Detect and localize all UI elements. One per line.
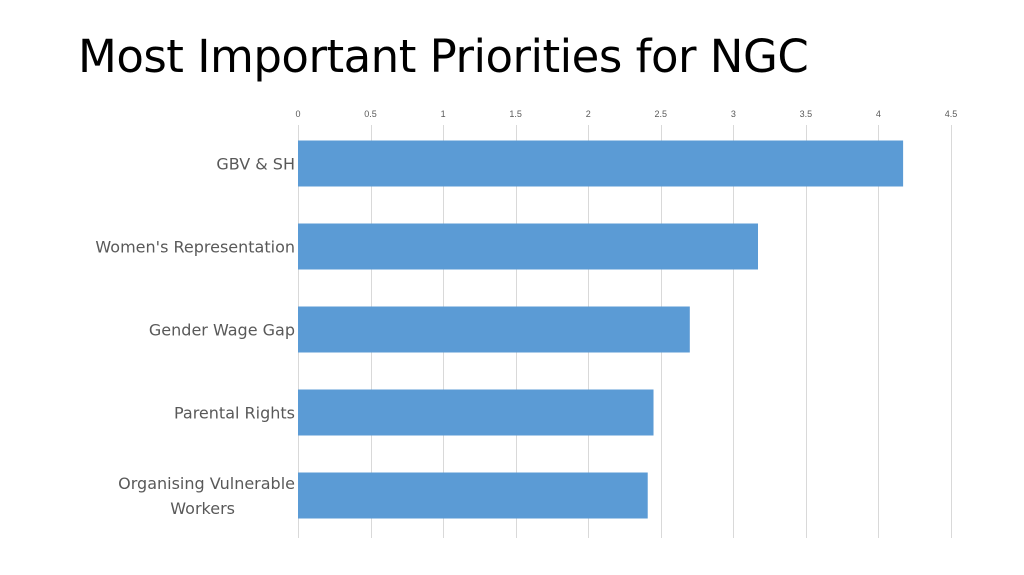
x-axis-tick-labels: 0 0.5 1 1.5 2 2.5 3 3.5 4 4.5	[295, 109, 957, 119]
category-label: GBV & SH	[216, 155, 295, 174]
bar	[298, 389, 654, 436]
x-tick-label: 1.5	[509, 109, 522, 119]
category-label-line: Gender Wage Gap	[149, 321, 295, 340]
category-label: Women's Representation	[95, 238, 295, 257]
bar	[298, 306, 690, 353]
bar	[298, 140, 904, 187]
x-tick-label: 4.5	[945, 109, 958, 119]
category-label-line: Women's Representation	[95, 238, 295, 257]
x-tick-label: 2	[586, 109, 591, 119]
x-tick-label: 2.5	[655, 109, 668, 119]
bar	[298, 472, 648, 519]
category-label: Parental Rights	[174, 404, 295, 423]
slide-title: Most Important Priorities for NGC	[78, 30, 809, 83]
bar-series	[298, 140, 904, 519]
category-label: Organising Vulnerable Workers	[118, 474, 295, 518]
x-tick-label: 0.5	[364, 109, 377, 119]
category-label-line: Organising Vulnerable	[118, 474, 295, 493]
x-tick-label: 1	[441, 109, 446, 119]
x-tick-label: 0	[295, 109, 300, 119]
category-label-line: GBV & SH	[216, 155, 295, 174]
x-tick-label: 3	[731, 109, 736, 119]
x-tick-label: 3.5	[800, 109, 813, 119]
bar	[298, 223, 759, 270]
x-tick-label: 4	[876, 109, 881, 119]
category-label-line: Workers	[170, 499, 235, 518]
category-labels: GBV & SH Women's Representation Gender Wag…	[95, 155, 295, 519]
category-label-line: Parental Rights	[174, 404, 295, 423]
category-label: Gender Wage Gap	[149, 321, 295, 340]
